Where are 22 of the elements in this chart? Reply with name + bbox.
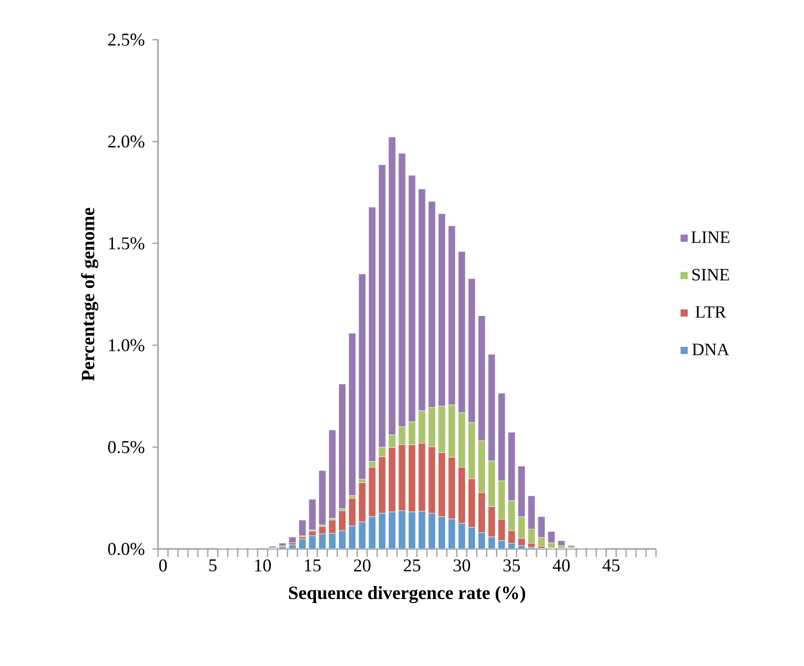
x-tick-label: 35: [503, 559, 520, 572]
x-tick-label: 25: [404, 559, 420, 572]
y-tick-label: 1.0%: [109, 339, 144, 352]
legend-label: LTR: [695, 306, 726, 318]
x-tick-label: 15: [304, 559, 321, 572]
x-tick-label: 5: [209, 559, 217, 572]
legend-label: LINE: [691, 232, 730, 243]
y-tick-label: 2.5%: [108, 34, 144, 46]
y-tick-label: 0.5%: [108, 440, 144, 454]
y-axis-title: Percentage of genome: [81, 208, 98, 381]
x-tick-label: 10: [255, 559, 271, 572]
y-tick-label: 2.0%: [108, 135, 144, 148]
x-tick-label: 0: [159, 559, 167, 572]
x-axis-title: Sequence divergence rate (%): [289, 586, 526, 604]
x-tick-label: 40: [552, 559, 570, 572]
y-tick-label: 0.0%: [108, 542, 144, 556]
legend-label: SINE: [692, 268, 729, 281]
y-tick-label: 1.5%: [109, 237, 144, 250]
x-tick-label: 45: [602, 559, 620, 572]
x-tick-label: 30: [454, 559, 470, 572]
legend-label: DNA: [692, 344, 730, 356]
x-tick-label: 20: [354, 559, 371, 572]
